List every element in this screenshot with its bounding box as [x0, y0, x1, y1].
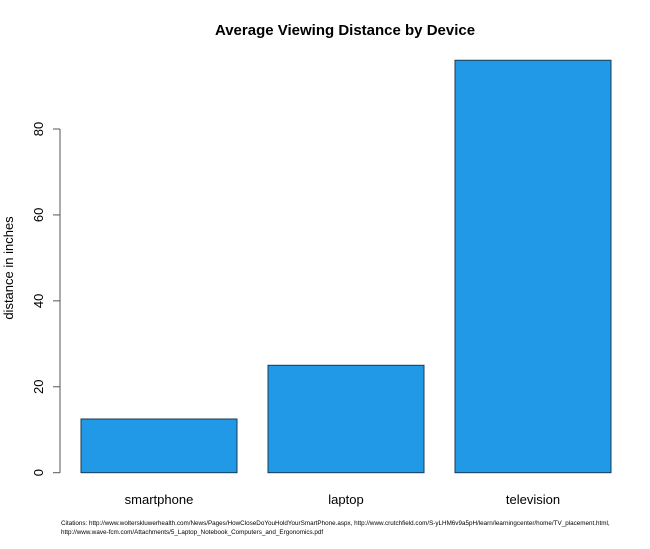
citation-line-1: Citations: http://www.wolterskluwerhealt…: [61, 520, 610, 527]
y-axis: 0 20 40 60 80: [31, 122, 61, 476]
citations: Citations: http://www.wolterskluwerhealt…: [61, 519, 646, 537]
y-tick-label: 60: [31, 208, 46, 222]
x-tick-labels: smartphone laptop television: [125, 492, 560, 507]
y-tick-label: 40: [31, 294, 46, 308]
x-tick-label: television: [506, 492, 560, 507]
citation-line-2: http://www.wave-fcm.com/Attachments/5_La…: [61, 529, 324, 536]
y-axis-label: distance in inches: [1, 216, 16, 320]
y-tick-label: 20: [31, 380, 46, 394]
y-tick-label: 80: [31, 122, 46, 136]
x-tick-label: smartphone: [125, 492, 194, 507]
bars: [80, 59, 612, 474]
chart-title: Average Viewing Distance by Device: [215, 22, 475, 39]
bar-laptop: [267, 364, 425, 474]
bar-television: [454, 59, 612, 474]
bar-smartphone: [80, 418, 238, 474]
y-tick-label: 0: [31, 469, 46, 476]
x-tick-label: laptop: [328, 492, 363, 507]
